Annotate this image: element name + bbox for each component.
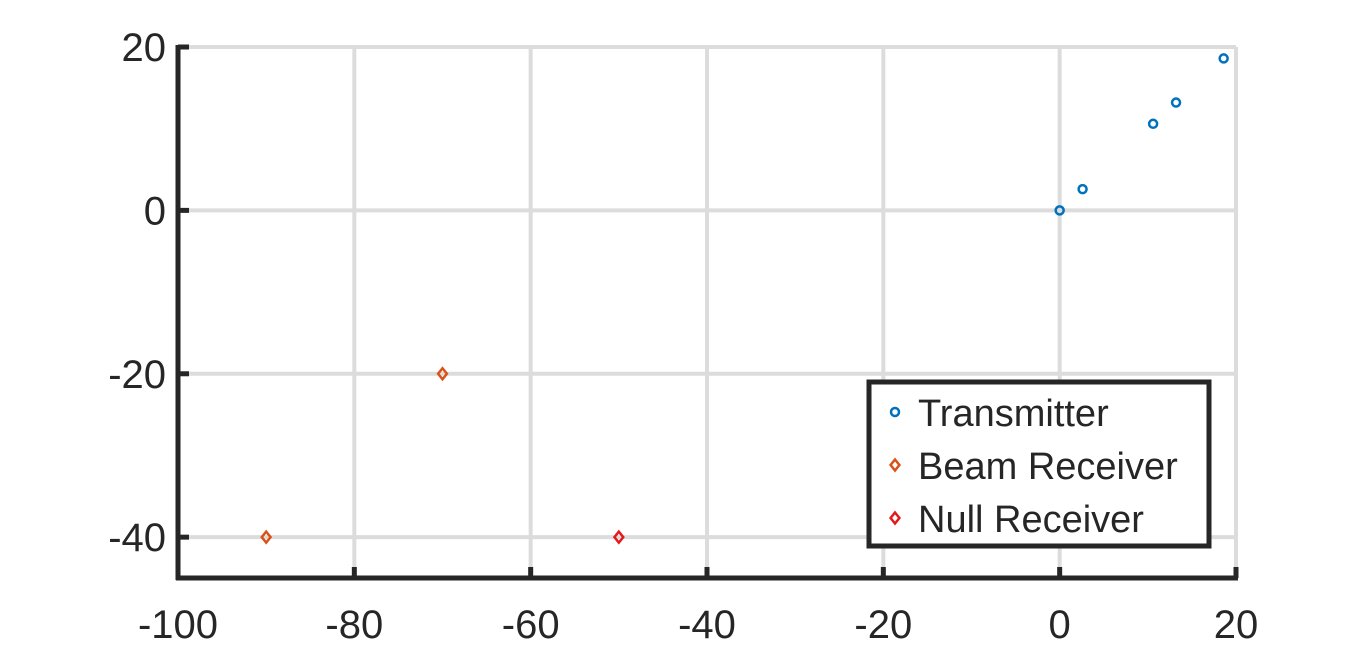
- legend-marker-null-receiver: [888, 510, 902, 526]
- transmitter-point: [1170, 97, 1182, 108]
- tick-labels: -100 -80 -60 -40 -20 0 20 -40 -20 0 20: [108, 26, 1258, 647]
- x-tick-label: -60: [502, 603, 560, 647]
- legend: Transmitter Beam Receiver Null Receiver: [866, 379, 1212, 549]
- beam-receiver-point: [260, 529, 273, 545]
- legend-marker-beam-receiver: [888, 457, 902, 473]
- x-tick-label: -40: [678, 603, 736, 647]
- x-tick-label: -20: [854, 603, 912, 647]
- legend-label-beam-receiver: Beam Receiver: [918, 446, 1178, 488]
- transmitter-point: [1054, 205, 1065, 216]
- transmitter-point: [1147, 118, 1159, 130]
- legend-marker-transmitter: [889, 406, 901, 418]
- y-tick-label: 20: [122, 26, 167, 70]
- transmitter-point: [1218, 53, 1229, 64]
- transmitter-point: [1077, 183, 1088, 195]
- gridlines: [176, 45, 1238, 578]
- y-tick-label: -40: [108, 516, 166, 560]
- x-tick-label: -80: [325, 603, 383, 647]
- null-receiver-point: [612, 529, 625, 545]
- legend-box: [866, 379, 1212, 549]
- legend-label-transmitter: Transmitter: [918, 393, 1109, 435]
- beam-receiver-point: [436, 366, 449, 382]
- x-tick-label: 20: [1214, 603, 1259, 647]
- y-tick-label: 0: [144, 189, 166, 233]
- x-tick-label: -100: [138, 603, 218, 647]
- x-tick-label: 0: [1049, 603, 1071, 647]
- legend-label-null-receiver: Null Receiver: [918, 499, 1144, 541]
- axes: [175, 44, 1239, 581]
- y-tick-label: -20: [108, 353, 166, 397]
- data-points: [260, 53, 1229, 545]
